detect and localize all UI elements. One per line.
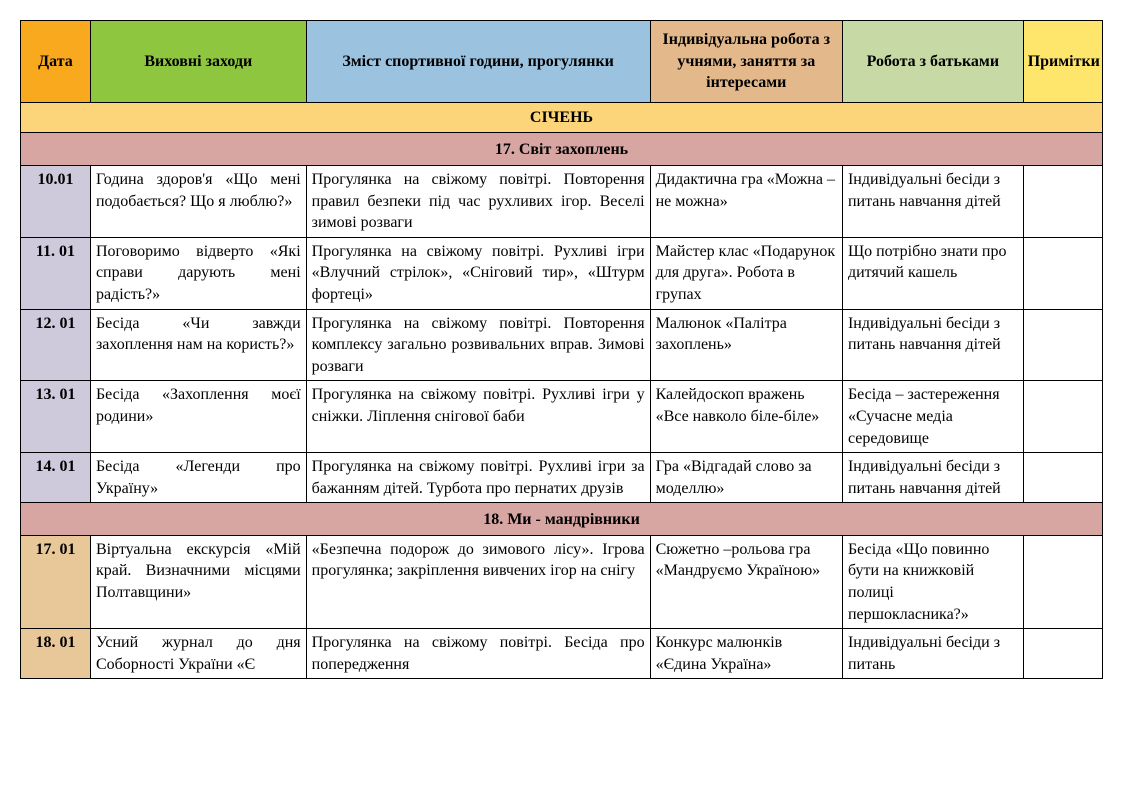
table-row: 11. 01Поговоримо відверто «Які справи да… [21,237,1103,309]
section-row: 18. Ми - мандрівники [21,503,1103,536]
notes-cell [1023,309,1102,381]
header-date: Дата [21,21,91,103]
sport-cell: Прогулянка на свіжому повітрі. Повторенн… [306,309,650,381]
section-row: 17. Світ захоплень [21,133,1103,166]
table-row: 18. 01Усний журнал до дня Соборності Укр… [21,629,1103,679]
parents-cell: Що потрібно знати про дитячий кашель [842,237,1023,309]
notes-cell [1023,165,1102,237]
individual-cell: Малюнок «Палітра захоплень» [650,309,842,381]
date-cell: 11. 01 [21,237,91,309]
sport-cell: Прогулянка на свіжому повітрі. Бесіда пр… [306,629,650,679]
activities-cell: Усний журнал до дня Соборності України «… [90,629,306,679]
activities-cell: Віртуальна екскурсія «Мій край. Визначни… [90,535,306,628]
notes-cell [1023,381,1102,453]
table-body: СІЧЕНЬ17. Світ захоплень10.01Година здор… [21,102,1103,679]
activities-cell: Бесіда «Легенди про Україну» [90,453,306,503]
parents-cell: Індивідуальні бесіди з питань навчання д… [842,165,1023,237]
notes-cell [1023,535,1102,628]
date-cell: 13. 01 [21,381,91,453]
sport-cell: Прогулянка на свіжому повітрі. Рухливі і… [306,381,650,453]
notes-cell [1023,237,1102,309]
header-activities: Виховні заходи [90,21,306,103]
table-row: 10.01Година здоров'я «Що мені подобаєтьс… [21,165,1103,237]
date-cell: 10.01 [21,165,91,237]
notes-cell [1023,453,1102,503]
header-parents: Робота з батьками [842,21,1023,103]
activities-cell: Бесіда «Захоплення моєї родини» [90,381,306,453]
parents-cell: Індивідуальні бесіди з питань [842,629,1023,679]
table-row: 17. 01Віртуальна екскурсія «Мій край. Ви… [21,535,1103,628]
date-cell: 18. 01 [21,629,91,679]
sport-cell: Прогулянка на свіжому повітрі. Рухливі і… [306,237,650,309]
individual-cell: Сюжетно –рольова гра «Мандруємо Україною… [650,535,842,628]
activities-cell: Поговоримо відверто «Які справи дарують … [90,237,306,309]
activities-cell: Бесіда «Чи завжди захоплення нам на кори… [90,309,306,381]
parents-cell: Індивідуальні бесіди з питань навчання д… [842,309,1023,381]
parents-cell: Бесіда «Що повинно бути на книжковій пол… [842,535,1023,628]
table-row: 12. 01Бесіда «Чи завжди захоплення нам н… [21,309,1103,381]
table-row: 13. 01Бесіда «Захоплення моєї родини»Про… [21,381,1103,453]
month-label: СІЧЕНЬ [21,102,1103,133]
header-notes: Примітки [1023,21,1102,103]
date-cell: 17. 01 [21,535,91,628]
header-sport: Зміст спортивної години, прогулянки [306,21,650,103]
date-cell: 12. 01 [21,309,91,381]
section-title: 18. Ми - мандрівники [21,503,1103,536]
header-row: Дата Виховні заходи Зміст спортивної год… [21,21,1103,103]
sport-cell: Прогулянка на свіжому повітрі. Повторенн… [306,165,650,237]
sport-cell: Прогулянка на свіжому повітрі. Рухливі і… [306,453,650,503]
schedule-table: Дата Виховні заходи Зміст спортивної год… [20,20,1103,679]
activities-cell: Година здоров'я «Що мені подобається? Що… [90,165,306,237]
section-title: 17. Світ захоплень [21,133,1103,166]
table-row: 14. 01Бесіда «Легенди про Україну»Прогул… [21,453,1103,503]
header-individual: Індивідуальна робота з учнями, заняття з… [650,21,842,103]
month-row: СІЧЕНЬ [21,102,1103,133]
individual-cell: Конкурс малюнків «Єдина Україна» [650,629,842,679]
individual-cell: Гра «Відгадай слово за моделлю» [650,453,842,503]
individual-cell: Калейдоскоп вражень «Все навколо біле-бі… [650,381,842,453]
sport-cell: «Безпечна подорож до зимового лісу». Ігр… [306,535,650,628]
individual-cell: Дидактична гра «Можна – не можна» [650,165,842,237]
parents-cell: Індивідуальні бесіди з питань навчання д… [842,453,1023,503]
notes-cell [1023,629,1102,679]
parents-cell: Бесіда – застереження «Сучасне медіа сер… [842,381,1023,453]
individual-cell: Майстер клас «Подарунок для друга». Робо… [650,237,842,309]
date-cell: 14. 01 [21,453,91,503]
